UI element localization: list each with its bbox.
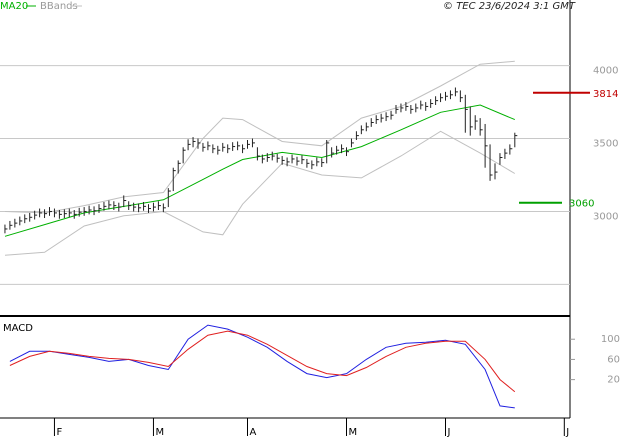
y-tick-label: 3500: [593, 139, 618, 150]
x-tick-label: M: [349, 427, 358, 438]
bband-upper: [4, 60, 515, 214]
y-tick-label: 100: [601, 334, 620, 345]
legend-ma: MA20: [0, 1, 28, 12]
bband-lower: [4, 130, 516, 256]
ma-line: [4, 104, 515, 237]
y-tick-label: 20: [607, 375, 620, 386]
level-label: 3060: [569, 199, 594, 210]
x-tick-label: J: [565, 427, 569, 438]
x-tick-label: J: [447, 427, 451, 438]
y-tick-label: 3000: [593, 211, 618, 222]
x-tick-label: A: [250, 427, 257, 438]
x-tick-label: M: [155, 427, 164, 438]
macd-title: MACD: [3, 323, 33, 334]
macd-line: [9, 324, 515, 409]
x-tick-label: F: [56, 427, 62, 438]
y-tick-label: 60: [607, 354, 620, 365]
legend-bbands: BBands: [40, 1, 78, 12]
macd-line: [9, 330, 516, 393]
y-tick-label: 4000: [593, 66, 618, 77]
level-label: 3814: [593, 89, 618, 100]
source: © TEC 23/6/2024 3:1 GMT: [443, 1, 576, 12]
